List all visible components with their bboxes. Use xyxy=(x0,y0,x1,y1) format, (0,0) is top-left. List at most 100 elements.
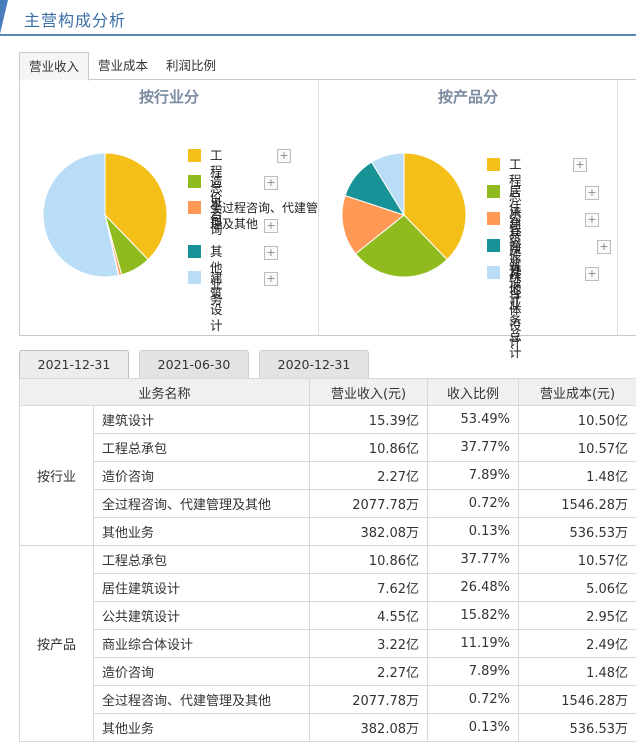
row-ratio: 37.77% xyxy=(427,433,520,462)
row-ratio: 0.72% xyxy=(427,685,520,714)
row-revenue: 382.08万 xyxy=(309,713,429,742)
row-ratio: 0.13% xyxy=(427,713,520,742)
row-cost: 1546.28万 xyxy=(518,685,636,714)
row-revenue: 382.08万 xyxy=(309,517,429,546)
tab-cost[interactable]: 营业成本 xyxy=(98,58,149,73)
table-header-row: 业务名称 营业收入(元) 收入比例 营业成本(元) xyxy=(18,378,636,406)
plus-icon[interactable]: + xyxy=(597,240,611,254)
plus-icon[interactable]: + xyxy=(264,219,278,233)
row-name: 工程总承包 xyxy=(92,433,311,462)
table-row: 按行业 建筑设计 15.39亿 53.49% 10.50亿 xyxy=(19,405,636,546)
industry-chart-panel: 按行业分 工程总承包 + 造价咨询 + 全过程咨询、代建管理及其他 + 其 xyxy=(20,80,319,335)
legend-label: 居住建筑设计 xyxy=(509,184,522,279)
row-ratio: 26.48% xyxy=(427,573,520,602)
plus-icon[interactable]: + xyxy=(264,176,278,190)
legend-label: 建筑设计 xyxy=(210,270,223,333)
plus-icon[interactable]: + xyxy=(585,213,599,227)
row-cost: 1.48亿 xyxy=(518,461,636,490)
row-name: 工程总承包 xyxy=(92,545,311,574)
row-name: 居住建筑设计 xyxy=(92,573,311,602)
legend-label: 全过程咨询、代建管理及其他 xyxy=(210,201,319,231)
column-header-cost: 营业成本(元) xyxy=(518,378,636,406)
product-pie-slice-0[interactable] xyxy=(403,152,467,261)
legend-swatch xyxy=(487,266,500,279)
row-name: 建筑设计 xyxy=(92,405,311,434)
table-row: 其他业务 382.08万 0.13% 536.53万 xyxy=(20,713,636,742)
legend-swatch xyxy=(487,239,500,252)
row-name: 造价咨询 xyxy=(92,461,311,490)
legend-swatch xyxy=(487,185,500,198)
row-cost: 10.57亿 xyxy=(518,545,636,574)
legend-label: 工程总承包 xyxy=(210,148,223,227)
plus-icon[interactable]: + xyxy=(585,267,599,281)
row-cost: 5.06亿 xyxy=(518,573,636,602)
legend-label: 其他业务 xyxy=(210,244,223,307)
row-ratio: 15.82% xyxy=(427,601,520,630)
table-row: 居住建筑设计 7.62亿 26.48% 5.06亿 xyxy=(20,573,636,602)
industry-chart-title: 按行业分 xyxy=(138,88,199,106)
table-row: 造价咨询 2.27亿 7.89% 1.48亿 xyxy=(20,657,636,686)
tab-profit-ratio[interactable]: 利润比例 xyxy=(166,58,217,73)
metric-tabs: 营业收入 营业成本 利润比例 xyxy=(19,52,225,81)
row-revenue: 7.62亿 xyxy=(309,573,429,602)
legend-label: 公共建筑设计 xyxy=(509,211,522,306)
legend-label: 工程总承包 xyxy=(509,157,522,236)
column-header-ratio: 收入比例 xyxy=(427,378,520,406)
page-title: 主营构成分析 xyxy=(24,11,127,30)
row-revenue: 3.22亿 xyxy=(309,629,429,658)
legend-swatch xyxy=(487,212,500,225)
row-ratio: 7.89% xyxy=(427,461,520,490)
chart-panels: 按行业分 工程总承包 + 造价咨询 + 全过程咨询、代建管理及其他 + 其 xyxy=(19,79,636,360)
business-composition-table: 业务名称 营业收入(元) 收入比例 营业成本(元) 按行业 建筑设计 15.39… xyxy=(18,378,636,742)
row-revenue: 10.86亿 xyxy=(309,433,429,462)
row-cost: 536.53万 xyxy=(518,713,636,742)
row-revenue: 2.27亿 xyxy=(309,657,429,686)
row-revenue: 15.39亿 xyxy=(309,405,429,434)
table-row: 按产品 工程总承包 10.86亿 37.77% 10.57亿 xyxy=(19,545,636,742)
legend-swatch xyxy=(188,271,201,284)
tab-period-2021-12-31[interactable]: 2021-12-31 xyxy=(19,350,129,379)
table-row: 造价咨询 2.27亿 7.89% 1.48亿 xyxy=(20,461,636,490)
legend-swatch xyxy=(188,149,201,162)
legend-swatch xyxy=(188,175,201,188)
plus-icon[interactable]: + xyxy=(277,149,291,163)
product-pie-slice-4[interactable] xyxy=(370,152,405,217)
row-ratio: 53.49% xyxy=(427,405,520,434)
legend-label: 其他业务总计 xyxy=(509,265,522,360)
tab-revenue[interactable]: 营业收入 xyxy=(19,52,90,81)
industry-pie-chart xyxy=(42,152,168,278)
row-name: 公共建筑设计 xyxy=(92,601,311,630)
section-header: 主营构成分析 xyxy=(0,0,636,36)
row-revenue: 4.55亿 xyxy=(309,601,429,630)
industry-pie-slice-0[interactable] xyxy=(104,152,168,261)
row-ratio: 37.77% xyxy=(427,545,520,574)
row-name: 全过程咨询、代建管理及其他 xyxy=(92,685,311,714)
row-name: 全过程咨询、代建管理及其他 xyxy=(92,489,311,518)
product-chart-title: 按产品分 xyxy=(437,88,498,106)
plus-icon[interactable]: + xyxy=(585,186,599,200)
column-header-business: 业务名称 xyxy=(18,378,311,406)
industry-pie-slice-4[interactable] xyxy=(42,152,120,278)
row-cost: 2.95亿 xyxy=(518,601,636,630)
table-row: 商业综合体设计 3.22亿 11.19% 2.49亿 xyxy=(20,629,636,658)
tab-period-2021-06-30[interactable]: 2021-06-30 xyxy=(139,350,249,379)
header-accent xyxy=(0,0,8,34)
product-group: 按产品 工程总承包 10.86亿 37.77% 10.57亿 居住建筑设计 7.… xyxy=(19,545,636,742)
plus-icon[interactable]: + xyxy=(264,272,278,286)
group-label-product: 按产品 xyxy=(19,545,94,742)
tab-period-2020-12-31[interactable]: 2020-12-31 xyxy=(259,350,369,379)
group-label-industry: 按行业 xyxy=(19,405,94,546)
row-cost: 1546.28万 xyxy=(518,489,636,518)
row-cost: 10.50亿 xyxy=(518,405,636,434)
row-ratio: 7.89% xyxy=(427,657,520,686)
row-cost: 1.48亿 xyxy=(518,657,636,686)
row-revenue: 2.27亿 xyxy=(309,461,429,490)
product-pie-slice-1[interactable] xyxy=(354,214,448,278)
table-row: 公共建筑设计 4.55亿 15.82% 2.95亿 xyxy=(20,601,636,630)
legend-label: 造价咨询 xyxy=(210,174,223,237)
row-name: 其他业务 xyxy=(92,713,311,742)
legend-swatch xyxy=(188,245,201,258)
plus-icon[interactable]: + xyxy=(264,246,278,260)
product-pie-chart xyxy=(341,152,467,278)
plus-icon[interactable]: + xyxy=(573,158,587,172)
